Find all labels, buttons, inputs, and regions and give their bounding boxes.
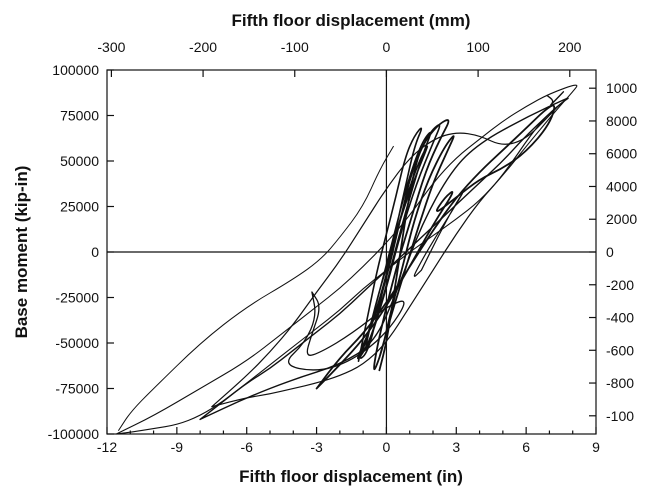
y-tick-label-left: 75000 bbox=[60, 108, 99, 124]
x-tick-label-top: 200 bbox=[558, 39, 582, 55]
ticks-layer: -12 -9 -6 -3 0 3 6 9-300 -200 -100 0 100 20010000075… bbox=[48, 39, 638, 455]
hysteresis-curve-upper-left-branch bbox=[118, 145, 394, 431]
curves-layer bbox=[115, 84, 578, 435]
hysteresis-curve-outer-loop bbox=[115, 84, 578, 435]
x-tick-label-top: 100 bbox=[466, 39, 490, 55]
y-tick-label-right: 6000 bbox=[606, 146, 637, 162]
hysteresis-curve-mid-loop-2 bbox=[211, 106, 558, 408]
hysteresis-curve-mid-loop-1 bbox=[199, 97, 569, 421]
hysteresis-curve-inner-loop-left bbox=[287, 291, 405, 371]
y-tick-label-left: -25000 bbox=[55, 290, 99, 306]
y-tick-label-left: 0 bbox=[91, 244, 99, 260]
x-tick-label-top: -300 bbox=[97, 39, 125, 55]
y-tick-label-right: 0 bbox=[606, 244, 614, 260]
y-tick-label-left: -75000 bbox=[55, 381, 99, 397]
y-tick-label-right: -800 bbox=[606, 375, 634, 391]
y-tick-label-right: -400 bbox=[606, 310, 634, 326]
x-tick-label-bottom: -3 bbox=[310, 439, 323, 455]
x-tick-label-bottom: 9 bbox=[592, 439, 600, 455]
y-tick-label-right: 8000 bbox=[606, 113, 637, 129]
y-tick-label-right: -100 bbox=[606, 408, 634, 424]
y-tick-label-right: 1000 bbox=[606, 80, 637, 96]
hysteresis-curve-dense-core-2 bbox=[373, 119, 455, 372]
x-tick-label-top: 0 bbox=[383, 39, 391, 55]
y-axis-title: Base moment (kip-in) bbox=[12, 166, 31, 339]
hysteresis-curve-upper-right-kink bbox=[546, 91, 565, 106]
y-tick-label-left: 25000 bbox=[60, 199, 99, 215]
y-tick-label-right: 4000 bbox=[606, 178, 637, 194]
x-tick-label-bottom: 3 bbox=[452, 439, 460, 455]
y-tick-label-left: 50000 bbox=[60, 153, 99, 169]
y-tick-label-left: -50000 bbox=[55, 335, 99, 351]
y-tick-label-left: -100000 bbox=[48, 426, 100, 442]
y-tick-label-right: 2000 bbox=[606, 211, 637, 227]
y-tick-label-right: -600 bbox=[606, 342, 634, 358]
hysteresis-curve-right-small-loop bbox=[413, 192, 464, 277]
x-tick-label-top: -200 bbox=[189, 39, 217, 55]
x-tick-label-bottom: -6 bbox=[240, 439, 253, 455]
x-tick-label-bottom: -9 bbox=[171, 439, 184, 455]
x-tick-label-bottom: -12 bbox=[97, 439, 117, 455]
x-tick-label-bottom: 6 bbox=[522, 439, 530, 455]
hysteresis-curve-dense-core bbox=[357, 124, 441, 362]
y-tick-label-left: 100000 bbox=[52, 62, 99, 78]
y-tick-label-right: -200 bbox=[606, 277, 634, 293]
x-axis-title-top: Fifth floor displacement (mm) bbox=[232, 11, 471, 30]
x-tick-label-bottom: 0 bbox=[383, 439, 391, 455]
x-axis-title-bottom: Fifth floor displacement (in) bbox=[239, 467, 463, 486]
x-tick-label-top: -100 bbox=[281, 39, 309, 55]
